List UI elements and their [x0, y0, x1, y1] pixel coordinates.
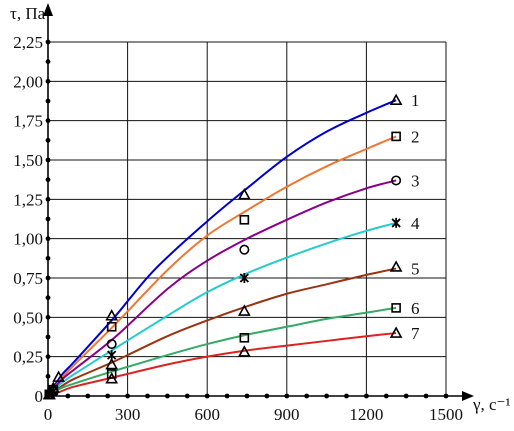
series-7-line — [47, 332, 397, 397]
series-2-point — [391, 131, 401, 142]
series-5-point — [389, 260, 403, 272]
y-axis-arrow — [43, 3, 53, 16]
y-tick-label: 1,50 — [13, 151, 43, 170]
x-tick-label: 900 — [274, 405, 300, 424]
series-5-label: 5 — [411, 260, 420, 279]
x-tick-label: 0 — [44, 405, 53, 424]
series-2-label: 2 — [411, 127, 420, 146]
x-tick-label: 1200 — [349, 405, 383, 424]
series-4-label: 4 — [411, 214, 420, 233]
series-5-line — [47, 267, 397, 397]
series-7-point — [105, 372, 119, 384]
series-6-point — [391, 303, 401, 313]
x-axis-arrow — [462, 391, 474, 401]
y-tick-label: 0,25 — [13, 348, 43, 367]
series-1-point — [52, 370, 65, 382]
series-6-point — [106, 369, 117, 379]
series-6-point — [239, 332, 250, 343]
tick-labels: 0 300 600 900 1200 1500 0 0,25 0,50 0,75 1,00 1,25 1… — [13, 33, 463, 424]
y-tick-label: 0,50 — [13, 308, 43, 327]
series-7-point — [42, 387, 56, 400]
x-tick-label: 1500 — [429, 405, 463, 424]
y-tick-label: 1,00 — [13, 230, 43, 249]
axes — [43, 3, 474, 401]
series-7-point — [389, 326, 403, 338]
x-axis-title: γ, с⁻¹ — [472, 395, 511, 414]
curves — [47, 99, 397, 397]
series-7-label: 7 — [411, 324, 420, 343]
series-2-point — [239, 214, 250, 225]
series-1-line — [47, 99, 397, 397]
series-3-point — [239, 244, 250, 255]
series-3-point — [391, 175, 402, 186]
series-1-point — [105, 309, 119, 321]
markers — [42, 93, 403, 400]
y-tick-label: 0,75 — [13, 269, 43, 288]
series-3-line — [47, 179, 397, 397]
series-3-label: 3 — [411, 171, 420, 190]
series-5-point — [105, 357, 119, 370]
series-3-point — [106, 339, 117, 350]
series-1-label: 1 — [411, 91, 420, 110]
series-2-point — [106, 321, 117, 332]
y-tick-label: 2,00 — [13, 72, 43, 91]
series-7-point — [237, 345, 251, 357]
y-tick-label: 1,75 — [13, 112, 43, 131]
y-tick-label: 2,25 — [13, 33, 43, 52]
series-labels: 1 2 3 4 5 6 7 — [411, 91, 420, 343]
series-1-point — [389, 93, 403, 106]
y-axis-title: τ, Па — [10, 4, 46, 23]
x-tick-label: 600 — [194, 405, 220, 424]
x-tick-label: 300 — [115, 405, 141, 424]
series-1-point — [237, 187, 251, 200]
series-6-line — [47, 306, 397, 397]
y-tick-label: 1,25 — [13, 190, 43, 209]
y-tick-label: 0 — [35, 387, 44, 406]
series-5-point — [237, 304, 251, 316]
series-2-line — [47, 135, 397, 397]
series-4-line — [47, 221, 397, 397]
series-4-point — [391, 217, 401, 228]
series-6-label: 6 — [411, 299, 420, 318]
series-4-point — [239, 273, 249, 283]
